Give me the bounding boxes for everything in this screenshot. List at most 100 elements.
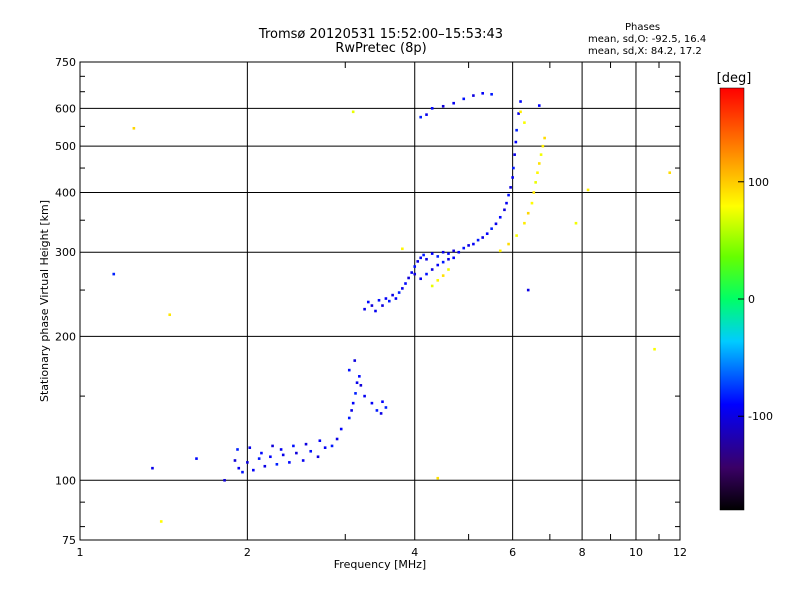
y-axis-label: Stationary phase Virtual Height [km]	[38, 200, 51, 402]
o-mode-point	[467, 244, 470, 247]
o-mode-point	[430, 107, 434, 110]
o-mode-point	[472, 242, 475, 246]
o-mode-point	[425, 113, 428, 116]
o-mode-point	[394, 297, 398, 300]
o-mode-point	[387, 299, 391, 303]
y-tick-label: 400	[55, 186, 76, 199]
chart-title: Tromsø 20120531 15:52:00–15:53:43	[258, 27, 504, 42]
o-mode-point	[252, 468, 255, 472]
o-mode-point	[490, 227, 493, 230]
y-tick-label: 300	[55, 246, 76, 259]
x-mode-point	[541, 144, 545, 148]
x-mode-point	[515, 234, 518, 237]
o-mode-point	[370, 304, 374, 307]
data-points	[112, 92, 672, 523]
o-mode-point	[419, 115, 422, 119]
o-mode-point	[237, 466, 241, 470]
o-mode-point	[407, 276, 410, 280]
colorbar-tick-label: 100	[748, 176, 769, 189]
x-mode-point	[532, 191, 536, 194]
x-mode-point	[498, 249, 502, 253]
x-mode-point	[441, 274, 445, 277]
grid	[80, 62, 680, 540]
o-mode-point	[309, 449, 313, 453]
o-mode-point	[476, 238, 480, 242]
o-mode-point	[537, 104, 541, 107]
y-tick-label: 75	[62, 534, 76, 547]
colorbar-label: [deg]	[717, 71, 752, 86]
x-mode-point	[523, 221, 526, 225]
x-mode-point	[586, 188, 590, 192]
x-mode-point	[132, 126, 136, 130]
o-mode-point	[413, 272, 417, 276]
x-mode-point	[351, 110, 355, 114]
x-mode-point	[526, 211, 530, 215]
x-mode-point	[168, 313, 172, 317]
o-mode-point	[441, 260, 445, 264]
o-mode-point	[447, 252, 450, 255]
o-mode-point	[481, 236, 484, 239]
y-tick-label: 600	[55, 102, 76, 115]
x-tick-label: 1	[77, 546, 84, 559]
o-mode-point	[260, 451, 263, 455]
o-mode-point	[233, 459, 237, 462]
y-tick-label: 100	[55, 474, 76, 487]
chart-subtitle: RwPretec (8p)	[335, 41, 427, 56]
o-mode-point	[425, 272, 428, 276]
o-mode-point	[350, 409, 353, 412]
y-tick-label: 500	[55, 140, 76, 153]
o-mode-point	[359, 384, 363, 387]
o-mode-point	[281, 453, 285, 457]
o-mode-point	[275, 463, 279, 466]
o-mode-point	[457, 250, 461, 254]
o-mode-point	[151, 466, 154, 470]
colorbar-tick-label: -100	[748, 410, 773, 423]
o-mode-point	[430, 252, 434, 255]
x-mode-point	[523, 121, 526, 124]
o-mode-point	[374, 309, 377, 313]
o-mode-point	[370, 401, 374, 405]
x-tick-label: 6	[509, 546, 516, 559]
o-mode-point	[354, 392, 357, 395]
y-tick-label: 200	[55, 330, 76, 343]
o-mode-point	[301, 459, 305, 462]
x-tick-label: 4	[411, 546, 418, 559]
o-mode-point	[241, 470, 244, 474]
o-mode-point	[490, 92, 493, 96]
x-mode-point	[519, 110, 522, 114]
o-mode-point	[323, 446, 327, 449]
colorbar-tick-label: 0	[748, 293, 755, 306]
o-mode-point	[526, 288, 530, 292]
o-mode-point	[452, 256, 455, 260]
o-mode-point	[513, 153, 516, 156]
plot-frame	[79, 61, 681, 541]
o-mode-point	[515, 128, 518, 132]
o-mode-point	[195, 457, 198, 460]
o-mode-point	[304, 442, 308, 446]
o-mode-point	[269, 455, 272, 459]
x-mode-point	[401, 247, 404, 251]
colorbar-ticks: 100 0 -100	[738, 176, 773, 423]
phase-stats-heading: Phases	[625, 22, 661, 33]
o-mode-point	[419, 256, 422, 260]
o-mode-point	[507, 193, 510, 197]
o-mode-point	[425, 257, 428, 261]
x-mode-point	[536, 171, 539, 175]
o-mode-point	[410, 271, 413, 274]
o-mode-point	[366, 300, 370, 304]
x-tick-label: 8	[579, 546, 586, 559]
o-mode-point	[288, 461, 291, 464]
o-mode-point	[452, 101, 455, 105]
x-tick-label: 12	[673, 546, 687, 559]
o-mode-point	[363, 394, 366, 398]
o-mode-point	[351, 401, 355, 405]
o-mode-point	[485, 232, 489, 235]
x-mode-point	[430, 284, 434, 288]
x-tick-label: 10	[629, 546, 643, 559]
o-mode-point	[441, 250, 445, 254]
o-mode-point	[316, 455, 320, 459]
o-mode-point	[436, 263, 440, 267]
o-mode-point	[271, 444, 274, 448]
x-mode-point	[436, 279, 440, 282]
